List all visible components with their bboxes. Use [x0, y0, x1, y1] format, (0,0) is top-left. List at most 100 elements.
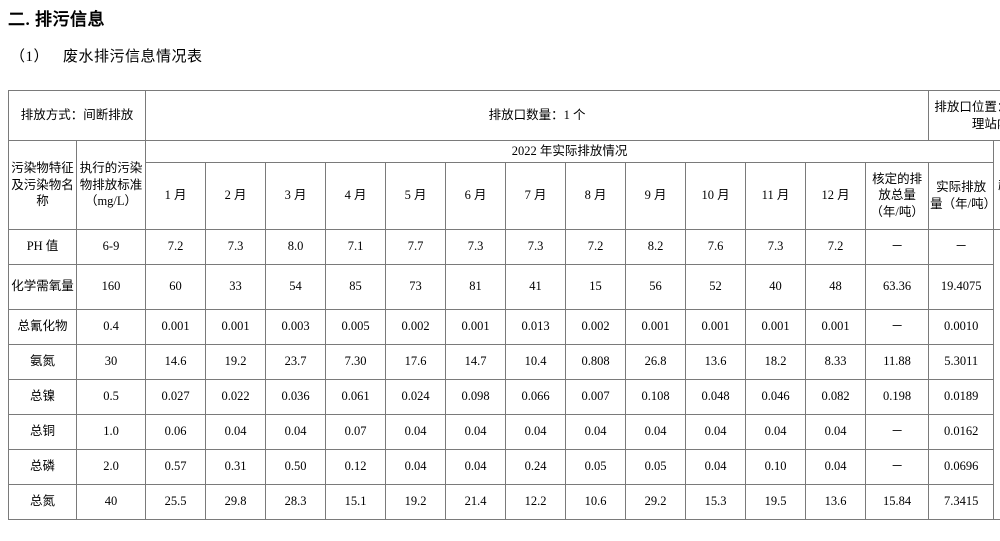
month-value-cell: 0.04 [685, 448, 747, 485]
pollutant-name-cell: 氨氮 [8, 343, 77, 380]
table-info-row: 排放方式：间断排放 排放口数量：1 个 排放口位置：废水处理站内 [7, 90, 1000, 141]
month-value-cell: 0.001 [145, 308, 207, 345]
month-value-cell: 0.10 [745, 448, 807, 485]
month-value-cell: 48 [805, 263, 867, 310]
month-value-cell: 0.002 [565, 308, 627, 345]
month-value-cell: 0.066 [505, 378, 567, 415]
month-value-cell: 7.2 [145, 228, 207, 265]
month-value-cell: 7.3 [445, 228, 507, 265]
table-row: 总镍 0.5 0.027 0.022 0.036 0.061 0.024 0.098 0.066… [8, 378, 1000, 415]
month-value-cell: 0.04 [385, 413, 447, 450]
header-pollutant-name: 污染物特征及污染物名称 [8, 140, 77, 230]
table-row: 总氮 40 25.5 29.8 28.3 15.1 19.2 21.4 12.2 10.6 29.2… [8, 483, 1000, 520]
pollutant-name-cell: 总镍 [8, 378, 77, 415]
header-month-12: 12 月 [805, 161, 867, 230]
table-row: 总铜 1.0 0.06 0.04 0.04 0.07 0.04 0.04 0.04 0.04 0.0… [8, 413, 1000, 450]
month-value-cell: 26.8 [625, 343, 687, 380]
header-month-6: 6 月 [445, 161, 507, 230]
header-year-group: 2022 年实际排放情况 [145, 140, 995, 163]
month-value-cell: 0.04 [505, 413, 567, 450]
month-value-cell: 54 [265, 263, 327, 310]
month-value-cell: 56 [625, 263, 687, 310]
month-value-cell: 7.7 [385, 228, 447, 265]
month-value-cell: 0.57 [145, 448, 207, 485]
month-value-cell: 8.33 [805, 343, 867, 380]
outlet-location-cell: 排放口位置：废水处理站内 [928, 90, 1000, 141]
month-value-cell: 15.3 [685, 483, 747, 520]
header-month-3: 3 月 [265, 161, 327, 230]
month-value-cell: 14.7 [445, 343, 507, 380]
subsection-number: （1） [10, 49, 50, 65]
month-value-cell: 0.04 [745, 413, 807, 450]
standard-value-cell: 0.5 [75, 378, 147, 415]
month-value-cell: 0.04 [385, 448, 447, 485]
actual-total-cell: 0.0162 [928, 413, 995, 450]
actual-total-cell: － [928, 228, 995, 265]
month-value-cell: 18.2 [745, 343, 807, 380]
approved-total-cell: － [865, 228, 930, 265]
month-value-cell: 0.061 [325, 378, 387, 415]
month-value-cell: 0.04 [565, 413, 627, 450]
table-row: 总氰化物 0.4 0.001 0.001 0.003 0.005 0.002 0.001 0.0… [8, 308, 1000, 345]
month-value-cell: 29.2 [625, 483, 687, 520]
pollutant-name-cell: 化学需氧量 [8, 263, 77, 310]
pollutant-name-cell: 总磷 [8, 448, 77, 485]
subsection-title: 废水排污信息情况表 [63, 49, 203, 65]
approved-total-cell: 15.84 [865, 483, 930, 520]
standard-value-cell: 6-9 [75, 228, 147, 265]
month-value-cell: 25.5 [145, 483, 207, 520]
month-value-cell: 0.04 [685, 413, 747, 450]
month-value-cell: 19.5 [745, 483, 807, 520]
month-value-cell: 0.046 [745, 378, 807, 415]
month-value-cell: 17.6 [385, 343, 447, 380]
header-approved-total: 核定的排放总量（年/吨） [865, 161, 930, 230]
month-value-cell: 21.4 [445, 483, 507, 520]
header-month-9: 9 月 [625, 161, 687, 230]
approved-total-cell: 0.198 [865, 378, 930, 415]
pollutant-name-cell: 总铜 [8, 413, 77, 450]
month-value-cell: 33 [205, 263, 267, 310]
month-value-cell: 7.3 [205, 228, 267, 265]
month-value-cell: 0.05 [625, 448, 687, 485]
header-standard: 执行的污染物排放标准（mg/L） [75, 140, 147, 230]
month-value-cell: 85 [325, 263, 387, 310]
approved-total-cell: 63.36 [865, 263, 930, 310]
month-value-cell: 41 [505, 263, 567, 310]
month-value-cell: 12.2 [505, 483, 567, 520]
month-value-cell: 0.04 [805, 448, 867, 485]
month-value-cell: 0.082 [805, 378, 867, 415]
month-value-cell: 0.50 [265, 448, 327, 485]
month-value-cell: 0.027 [145, 378, 207, 415]
header-month-5: 5 月 [385, 161, 447, 230]
month-value-cell: 0.108 [625, 378, 687, 415]
month-value-cell: 40 [745, 263, 807, 310]
standard-value-cell: 40 [75, 483, 147, 520]
month-value-cell: 60 [145, 263, 207, 310]
month-value-cell: 0.001 [625, 308, 687, 345]
standard-value-cell: 2.0 [75, 448, 147, 485]
header-month-11: 11 月 [745, 161, 807, 230]
month-value-cell: 7.3 [505, 228, 567, 265]
month-value-cell: 8.2 [625, 228, 687, 265]
month-value-cell: 52 [685, 263, 747, 310]
header-month-10: 10 月 [685, 161, 747, 230]
month-value-cell: 14.6 [145, 343, 207, 380]
header-month-1: 1 月 [145, 161, 207, 230]
exceed-status-cell: 无 [993, 228, 1000, 520]
table-header-row-a: 污染物特征及污染物名称 执行的污染物排放标准（mg/L） 2022 年实际排放情… [8, 140, 1000, 230]
month-value-cell: 0.048 [685, 378, 747, 415]
standard-value-cell: 1.0 [75, 413, 147, 450]
table-row: 总磷 2.0 0.57 0.31 0.50 0.12 0.04 0.04 0.24 0.05 0.0… [8, 448, 1000, 485]
month-value-cell: 0.07 [325, 413, 387, 450]
month-value-cell: 0.022 [205, 378, 267, 415]
month-value-cell: 0.036 [265, 378, 327, 415]
outlet-count-cell: 排放口数量：1 个 [145, 90, 930, 141]
pollutant-name-cell: 总氰化物 [8, 308, 77, 345]
month-value-cell: 7.2 [565, 228, 627, 265]
standard-value-cell: 30 [75, 343, 147, 380]
standard-value-cell: 0.4 [75, 308, 147, 345]
header-month-4: 4 月 [325, 161, 387, 230]
pollutant-name-cell: 总氮 [8, 483, 77, 520]
month-value-cell: 0.04 [205, 413, 267, 450]
month-value-cell: 0.04 [265, 413, 327, 450]
